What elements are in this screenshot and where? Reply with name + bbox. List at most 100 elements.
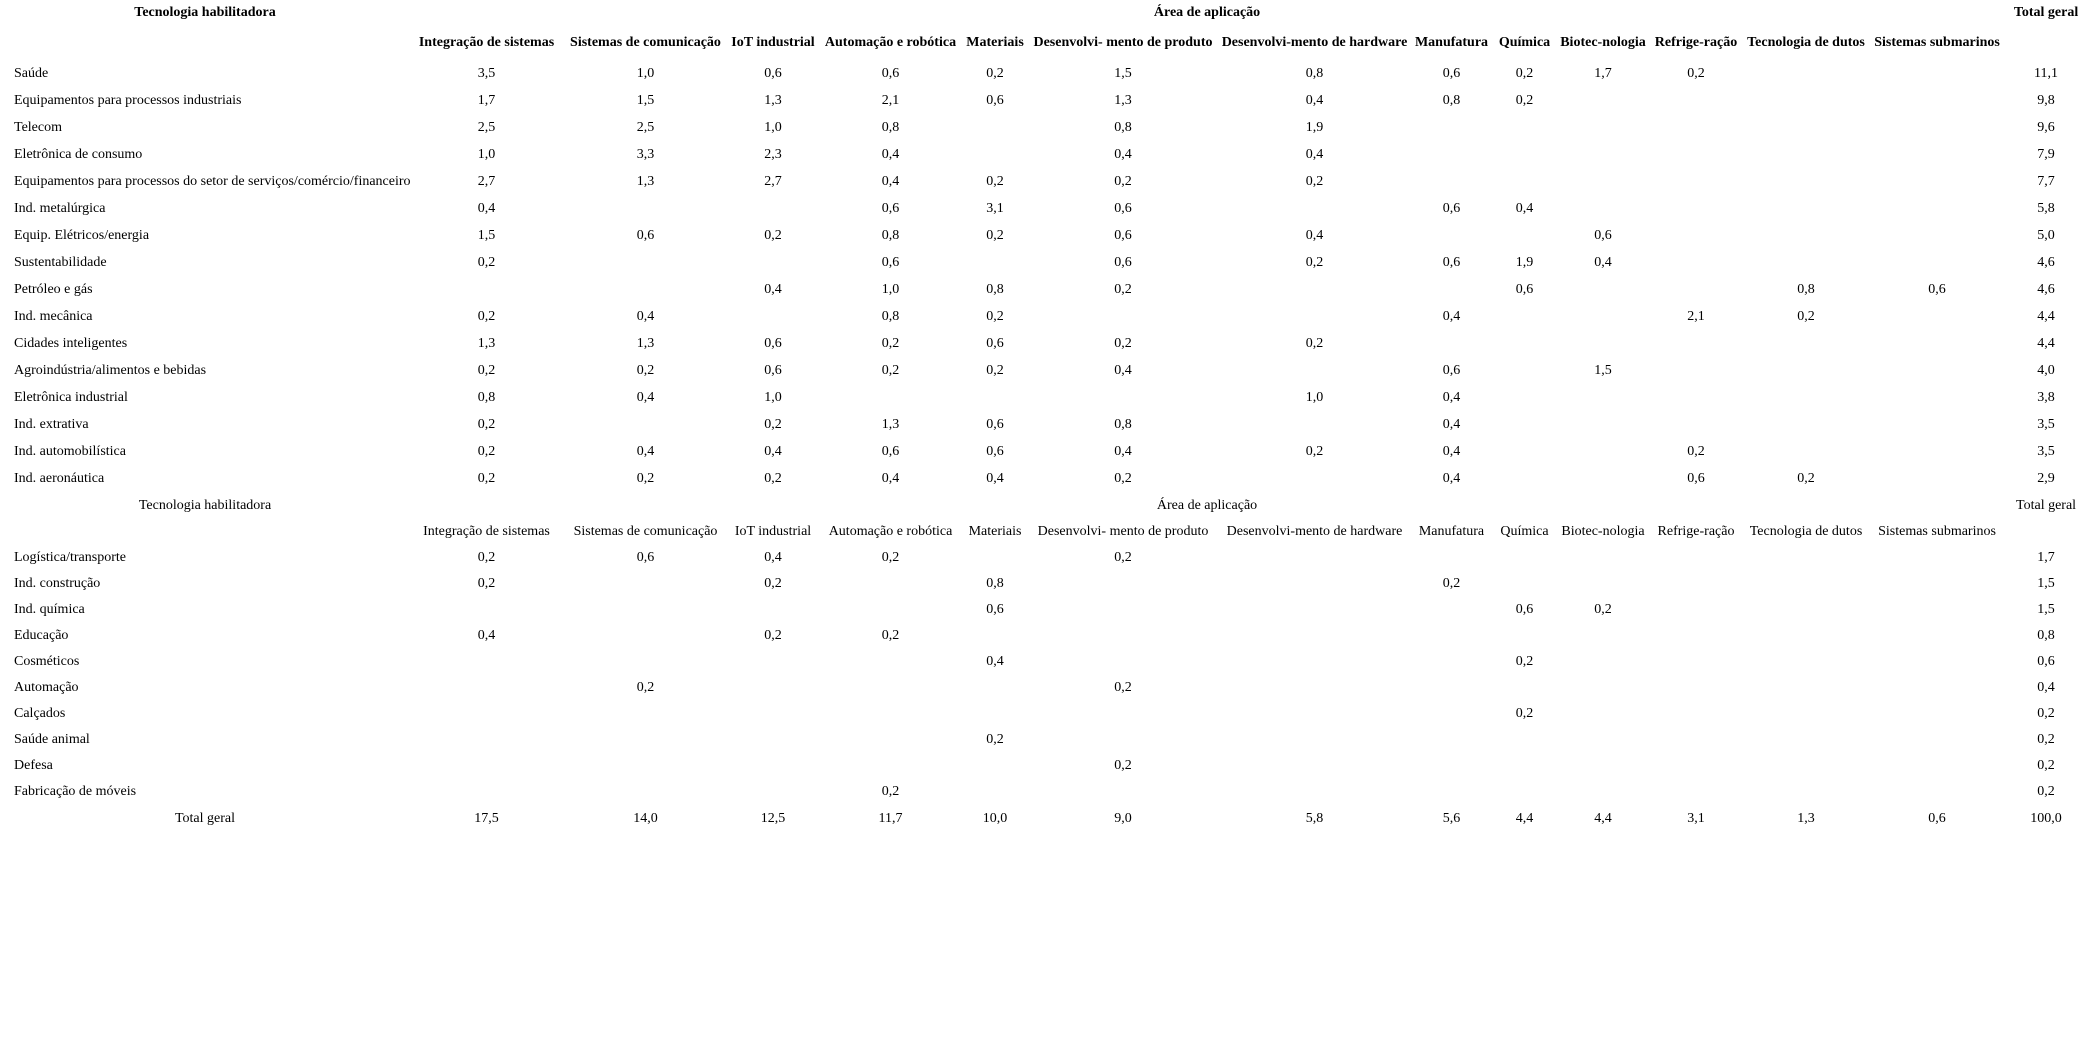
row-label: Agroindústria/alimentos e bebidas (14, 362, 207, 378)
value-cell (1410, 141, 1493, 168)
value-cell (1870, 60, 2004, 87)
table-row: Equipamentos para processos do setor de … (0, 168, 2088, 195)
value-cell: 0,4 (1594, 254, 1612, 270)
value-cell (1493, 222, 1556, 249)
value-cell: 0,6 (1687, 470, 1705, 486)
value-cell: 0,4 (477, 200, 496, 216)
value-cell: 0,2 (764, 227, 782, 243)
value-cell (1410, 727, 1493, 753)
table-row: Equipamentos para processos industriais 1… (0, 87, 2088, 114)
value-cell: 1,3 (764, 92, 782, 108)
value-cell (1742, 438, 1870, 465)
value-cell: 0,2 (764, 628, 782, 643)
row-total-cell: 1,5 (2037, 602, 2055, 617)
value-cell (728, 249, 818, 276)
value-cell (1556, 141, 1650, 168)
value-cell: 0,2 (477, 416, 496, 432)
value-cell (963, 114, 1027, 141)
row-total-cell: 0,2 (2037, 732, 2055, 747)
value-cell (963, 249, 1027, 276)
value-cell: 0,2 (881, 550, 900, 565)
value-cell (1650, 701, 1742, 727)
value-cell (1556, 168, 1650, 195)
value-cell (1219, 701, 1410, 727)
column-header: Desenvolvi- mento de produto (1037, 524, 1209, 539)
value-cell (1870, 303, 2004, 330)
value-cell: 4,4 (1594, 811, 1612, 826)
value-cell (1493, 330, 1556, 357)
value-cell: 0,4 (1305, 92, 1324, 108)
value-cell (818, 727, 963, 753)
value-cell: 0,6 (636, 227, 655, 243)
value-cell: 0,2 (764, 416, 782, 432)
table-header-block-1: Tecnologia habilitadora Área de aplicaçã… (0, 0, 2088, 60)
value-cell (1556, 753, 1650, 779)
value-cell (1870, 330, 2004, 357)
value-cell (1027, 303, 1219, 330)
row-total-cell: 100,0 (2030, 811, 2062, 826)
value-cell (1219, 649, 1410, 675)
value-cell: 1,9 (1305, 119, 1324, 135)
total-column-label: Total geral (2013, 5, 2079, 20)
value-cell (1650, 114, 1742, 141)
row-total-cell: 0,8 (2037, 628, 2055, 643)
row-total-cell: 1,5 (2037, 576, 2055, 591)
value-cell (963, 623, 1027, 649)
value-cell (1650, 222, 1742, 249)
value-cell: 0,8 (1305, 65, 1324, 81)
row-label: Petróleo e gás (14, 281, 93, 297)
value-cell: 0,6 (881, 65, 900, 81)
value-cell (1742, 222, 1870, 249)
row-total-cell: 9,6 (2037, 119, 2055, 135)
row-label: Equip. Elétricos/energia (14, 227, 150, 243)
value-cell: 0,2 (881, 784, 900, 799)
value-cell: 0,2 (477, 576, 496, 591)
value-cell: 2,1 (1687, 308, 1705, 324)
table-row: Calçados 0,2 0,2 (0, 701, 2088, 727)
value-cell (1219, 357, 1410, 384)
value-cell (1027, 623, 1219, 649)
value-cell: 0,6 (881, 443, 900, 459)
value-cell: 0,4 (764, 550, 782, 565)
value-cell: 0,2 (1305, 254, 1324, 270)
column-header: Tecnologia de dutos (1747, 35, 1865, 50)
value-cell: 9,0 (1114, 811, 1132, 826)
value-cell: 1,5 (636, 92, 655, 108)
row-label: Ind. automobilística (14, 443, 126, 459)
value-cell: 1,5 (1114, 65, 1132, 81)
value-cell: 0,4 (1442, 308, 1461, 324)
value-cell: 2,5 (636, 119, 655, 135)
value-cell (1556, 701, 1650, 727)
value-cell: 0,8 (881, 227, 900, 243)
row-total-cell: 4,6 (2037, 281, 2055, 297)
value-cell (1742, 357, 1870, 384)
value-cell: 0,2 (1687, 65, 1705, 81)
value-cell (1742, 330, 1870, 357)
value-cell: 0,2 (1114, 335, 1132, 351)
value-cell (1027, 384, 1219, 411)
table-row: Ind. extrativa 0,2 0,2 1,3 0,6 0,8 0,4 3,5 (0, 411, 2088, 438)
value-cell: 0,2 (986, 362, 1004, 378)
value-cell (1219, 303, 1410, 330)
row-total-cell: 0,2 (2037, 784, 2055, 799)
value-cell (1650, 649, 1742, 675)
value-cell (1870, 357, 2004, 384)
column-headers-row: Integração de sistemas Sistemas de comuni… (0, 26, 2088, 60)
value-cell: 0,4 (764, 443, 782, 459)
value-cell: 14,0 (633, 811, 658, 826)
value-cell: 0,4 (986, 470, 1004, 486)
table-row: Cosméticos 0,4 0,2 0,6 (0, 649, 2088, 675)
value-cell: 0,6 (1515, 602, 1534, 617)
value-cell: 0,8 (986, 576, 1004, 591)
value-cell: 1,3 (636, 335, 655, 351)
row-total-cell: 7,7 (2037, 173, 2055, 189)
value-cell (1870, 779, 2004, 805)
value-cell (1742, 701, 1870, 727)
value-cell (1870, 249, 2004, 276)
table-row: Cidades inteligentes 1,3 1,3 0,6 0,2 0,6 0,2 0,… (0, 330, 2088, 357)
value-cell (1870, 222, 2004, 249)
column-header: IoT industrial (731, 35, 815, 50)
table-row: Defesa 0,2 0,2 (0, 753, 2088, 779)
column-header: Química (1498, 35, 1551, 50)
value-cell (563, 753, 728, 779)
